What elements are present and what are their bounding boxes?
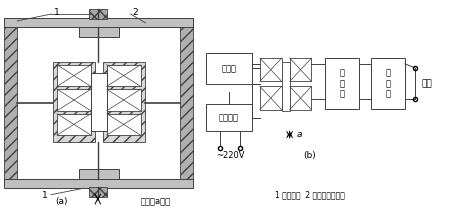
Bar — [89, 9, 107, 19]
Bar — [103, 62, 144, 142]
Bar — [290, 86, 312, 110]
Bar — [290, 58, 312, 81]
Bar — [107, 89, 141, 111]
Bar — [79, 169, 119, 179]
Text: 检
波
器: 检 波 器 — [340, 68, 345, 98]
Text: 加速度a方向: 加速度a方向 — [140, 197, 170, 206]
Text: 1 弹性支承  2 差式变压器技术: 1 弹性支承 2 差式变压器技术 — [275, 190, 345, 199]
Text: 振荡器: 振荡器 — [222, 64, 236, 73]
Bar — [107, 65, 141, 86]
Bar — [57, 89, 91, 111]
Bar — [89, 187, 107, 197]
Bar — [181, 18, 193, 184]
Bar — [57, 65, 91, 86]
Text: 滤
波
器: 滤 波 器 — [386, 68, 391, 98]
Bar — [260, 58, 282, 81]
Text: 1: 1 — [42, 191, 48, 200]
Bar — [371, 58, 405, 109]
Bar — [282, 62, 290, 111]
Bar — [260, 86, 282, 110]
Text: 稳压电源: 稳压电源 — [219, 113, 239, 122]
Bar — [206, 104, 252, 131]
Text: 1: 1 — [54, 8, 60, 17]
Text: a: a — [297, 130, 303, 139]
Bar — [79, 27, 119, 37]
Text: ~220V: ~220V — [216, 151, 244, 160]
Bar — [53, 62, 95, 142]
Bar — [5, 179, 193, 188]
Bar — [5, 18, 17, 184]
Bar — [206, 53, 252, 84]
Text: (a): (a) — [55, 197, 67, 206]
Text: 2: 2 — [133, 8, 138, 17]
Bar — [5, 18, 193, 27]
Bar — [57, 114, 91, 135]
Bar — [325, 58, 359, 109]
Bar — [91, 73, 107, 131]
Bar — [107, 114, 141, 135]
Text: (b): (b) — [303, 151, 316, 160]
Text: 输出: 输出 — [421, 79, 432, 88]
